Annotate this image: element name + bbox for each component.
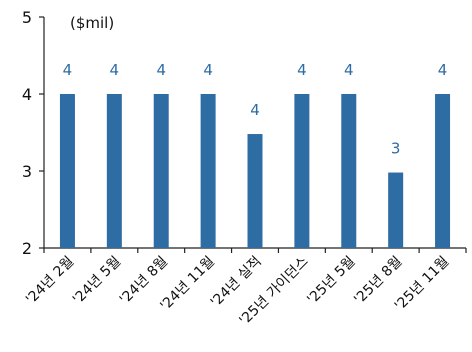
unit-label: ($mil) [70,14,114,32]
category-labels: '24년 2월'24년 5월'24년 8월'24년 11월'24년 실적'25년… [23,253,452,328]
y-tick-label: 5 [22,8,32,27]
bar [106,94,122,248]
category-label: '25년 5월 [304,254,358,308]
y-tick-label: 2 [22,239,32,258]
data-label: 4 [63,61,73,79]
data-label: 4 [203,61,213,79]
data-labels: 4 4 4 4 4 4 4 3 4 [63,61,448,158]
bar [294,94,310,248]
bar [59,94,75,248]
data-label: 3 [391,140,401,158]
category-label: '24년 5월 [70,254,124,308]
bar [200,94,216,248]
data-label: 4 [438,61,448,79]
data-label: 4 [250,101,260,119]
data-label: 4 [297,61,307,79]
data-label: 4 [344,61,354,79]
category-label: '24년 2월 [23,254,77,308]
data-label: 4 [156,61,166,79]
bar [435,94,451,248]
bar [247,134,263,248]
bar [388,172,404,248]
data-label: 4 [110,61,120,79]
y-tick-label: 4 [22,85,32,104]
y-tick-label: 3 [22,162,32,181]
bar [341,94,357,248]
bars [59,94,451,248]
bar [153,94,169,248]
